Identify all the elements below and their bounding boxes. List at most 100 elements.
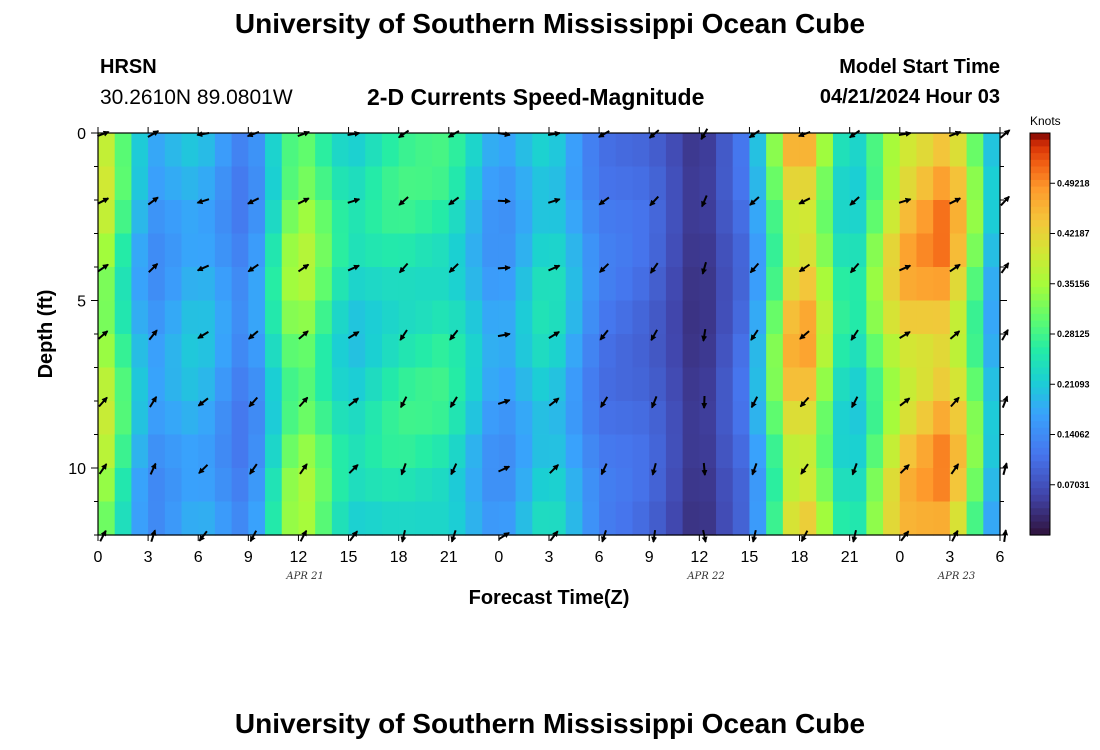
heatmap-cell — [799, 200, 817, 235]
heatmap-cell — [699, 401, 717, 436]
heatmap-cell — [248, 334, 266, 369]
heatmap-cell — [782, 166, 801, 201]
heatmap-cell — [248, 166, 266, 201]
colorbar-swatch — [1030, 474, 1050, 482]
heatmap-cell — [432, 200, 450, 235]
heatmap-cell — [148, 233, 166, 268]
heatmap-cell — [716, 300, 734, 335]
heatmap-cell — [983, 233, 1001, 268]
heatmap-cell — [381, 267, 400, 302]
heatmap-cell — [665, 133, 684, 168]
current-arrow — [198, 530, 208, 542]
current-arrow — [898, 197, 912, 204]
heatmap-cell — [716, 334, 734, 369]
colorbar-tick-label: 0.07031 — [1057, 480, 1090, 490]
heatmap-cell — [649, 133, 667, 168]
heatmap-cell — [415, 401, 433, 436]
heatmap-cell — [281, 166, 300, 201]
heatmap-cell — [298, 434, 316, 469]
heatmap-cell — [615, 367, 634, 402]
x-tick-label: 6 — [194, 549, 203, 566]
heatmap-cell — [866, 401, 884, 436]
colorbar-swatch — [1030, 173, 1050, 181]
heatmap-cell — [799, 300, 817, 335]
heatmap-cell — [582, 468, 600, 503]
heatmap-cell — [231, 267, 249, 302]
heatmap-cell — [883, 501, 901, 536]
heatmap-cell — [682, 401, 700, 436]
current-arrow — [898, 264, 912, 272]
heatmap-cell — [599, 468, 617, 503]
current-arrow — [549, 530, 559, 542]
current-arrow — [197, 331, 209, 339]
current-arrow — [497, 331, 511, 338]
heatmap-cell — [498, 367, 517, 402]
heatmap-cell — [966, 166, 984, 201]
heatmap-cell — [766, 501, 784, 536]
heatmap-cell — [515, 367, 533, 402]
current-arrow — [798, 197, 811, 205]
heatmap-cell — [949, 501, 968, 536]
current-arrow — [701, 462, 708, 476]
heatmap-cell — [966, 367, 984, 402]
heatmap-cell — [883, 267, 901, 302]
current-arrow — [599, 263, 610, 273]
heatmap-cell — [315, 334, 333, 369]
heatmap-cell — [164, 434, 183, 469]
heatmap-cell — [298, 166, 316, 201]
heatmap-cell — [966, 468, 984, 503]
heatmap-cell — [381, 367, 400, 402]
x-axis-label: Forecast Time(Z) — [469, 587, 630, 609]
heatmap-cell — [716, 133, 734, 168]
heatmap-cell — [716, 166, 734, 201]
heatmap-cell — [131, 133, 149, 168]
heatmap-cell — [298, 468, 316, 503]
heatmap-cell — [465, 334, 483, 369]
heatmap-cell — [98, 300, 116, 335]
colorbar-swatch — [1030, 139, 1050, 147]
heatmap-cell — [482, 166, 500, 201]
colorbar-swatch — [1030, 153, 1050, 161]
heatmap-cell — [398, 501, 416, 536]
colorbar-tick-label: 0.42187 — [1057, 229, 1090, 239]
heatmap-cell — [883, 401, 901, 436]
heatmap-cell — [816, 166, 834, 201]
heatmap-cell — [482, 501, 500, 536]
heatmap-cell — [699, 166, 717, 201]
heatmap-cell — [866, 300, 884, 335]
heatmap-cell — [432, 334, 450, 369]
heatmap-cell — [665, 401, 684, 436]
heatmap-cell — [549, 367, 567, 402]
heatmap-cell — [265, 133, 283, 168]
colorbar-tick-label: 0.21093 — [1057, 379, 1090, 389]
heatmap-cell — [916, 267, 934, 302]
current-arrow — [849, 262, 860, 274]
heatmap-cell — [849, 501, 867, 536]
heatmap-cell — [832, 200, 851, 235]
heatmap-cell — [331, 501, 350, 536]
heatmap-cell — [448, 367, 467, 402]
heatmap-cell — [883, 133, 901, 168]
heatmap-cell — [181, 267, 199, 302]
heatmap-cell — [265, 300, 283, 335]
heatmap-cell — [866, 501, 884, 536]
current-arrow — [348, 464, 359, 474]
heatmap-cell — [933, 133, 951, 168]
heatmap-cell — [515, 233, 533, 268]
heatmap-cell — [231, 200, 249, 235]
current-arrow — [99, 529, 107, 542]
heatmap-cell — [615, 300, 634, 335]
current-arrow — [97, 197, 110, 205]
heatmap-cell — [348, 468, 366, 503]
colorbar-swatch — [1030, 159, 1050, 168]
date-label: APR 23 — [937, 571, 975, 582]
heatmap-cell — [766, 133, 784, 168]
heatmap-cell — [98, 166, 116, 201]
heatmap-cell — [415, 434, 433, 469]
heatmap-cell — [181, 334, 199, 369]
heatmap-cell — [949, 367, 968, 402]
current-arrow — [851, 396, 859, 409]
heatmap-cell — [766, 233, 784, 268]
heatmap-cell — [899, 334, 918, 369]
heatmap-cell — [348, 300, 366, 335]
